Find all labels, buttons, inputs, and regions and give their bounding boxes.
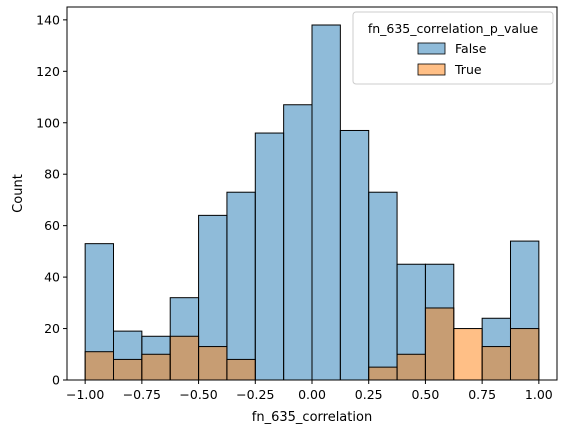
bar-true-14: [481, 346, 511, 381]
y-tick-label: 120: [36, 64, 60, 79]
y-tick-label: 140: [36, 12, 60, 27]
y-tick-label: 80: [44, 167, 60, 182]
bar-true-5: [226, 358, 256, 381]
y-tick-label: 60: [44, 218, 60, 233]
bar-true-11: [396, 353, 426, 381]
legend-swatch-false: [417, 42, 446, 55]
x-tick-label: −1.00: [66, 387, 104, 402]
x-tick-label: 0.50: [412, 387, 440, 402]
y-axis-ticks: 0 20 40 60 80 100 120 140: [36, 12, 67, 388]
legend: fn_635_correlation_p_value False True: [352, 11, 554, 85]
bar-false-7: [283, 104, 313, 381]
true-series-bars: [84, 307, 540, 381]
x-tick-label: 0.75: [468, 387, 496, 402]
bar-true-10: [368, 366, 398, 381]
bar-false-5: [226, 191, 256, 381]
bar-true-12: [424, 307, 455, 381]
x-axis-label: fn_635_correlation: [252, 410, 372, 425]
bar-true-13: [453, 328, 483, 381]
legend-swatch-true: [417, 63, 446, 76]
legend-label-false: False: [455, 41, 487, 56]
bar-false-10: [368, 191, 398, 381]
x-axis-ticks: −1.00 −0.75 −0.50 −0.25 0.00 0.25 0.50 0.75 1.00: [66, 380, 553, 402]
bar-true-1: [113, 358, 143, 381]
x-tick-label: −0.25: [236, 387, 274, 402]
y-tick-label: 0: [52, 373, 60, 388]
x-tick-label: −0.75: [123, 387, 161, 402]
y-tick-label: 20: [44, 321, 60, 336]
legend-title: fn_635_correlation_p_value: [368, 21, 539, 36]
x-tick-label: −0.50: [179, 387, 217, 402]
bar-false-6: [254, 132, 285, 381]
y-tick-label: 40: [44, 270, 60, 285]
legend-label-true: True: [454, 62, 482, 77]
bar-true-2: [141, 353, 171, 381]
legend-box: [352, 11, 554, 85]
y-axis-label: Count: [11, 174, 26, 213]
bar-true-4: [198, 346, 228, 381]
y-tick-label: 100: [36, 115, 60, 130]
bar-false-8: [311, 24, 341, 381]
x-tick-label: 0.00: [298, 387, 326, 402]
x-tick-label: 1.00: [525, 387, 553, 402]
bar-true-0: [84, 351, 115, 381]
bar-true-3: [169, 335, 200, 381]
x-tick-label: 0.25: [355, 387, 383, 402]
bar-false-9: [339, 129, 370, 381]
bar-true-15: [509, 328, 540, 381]
